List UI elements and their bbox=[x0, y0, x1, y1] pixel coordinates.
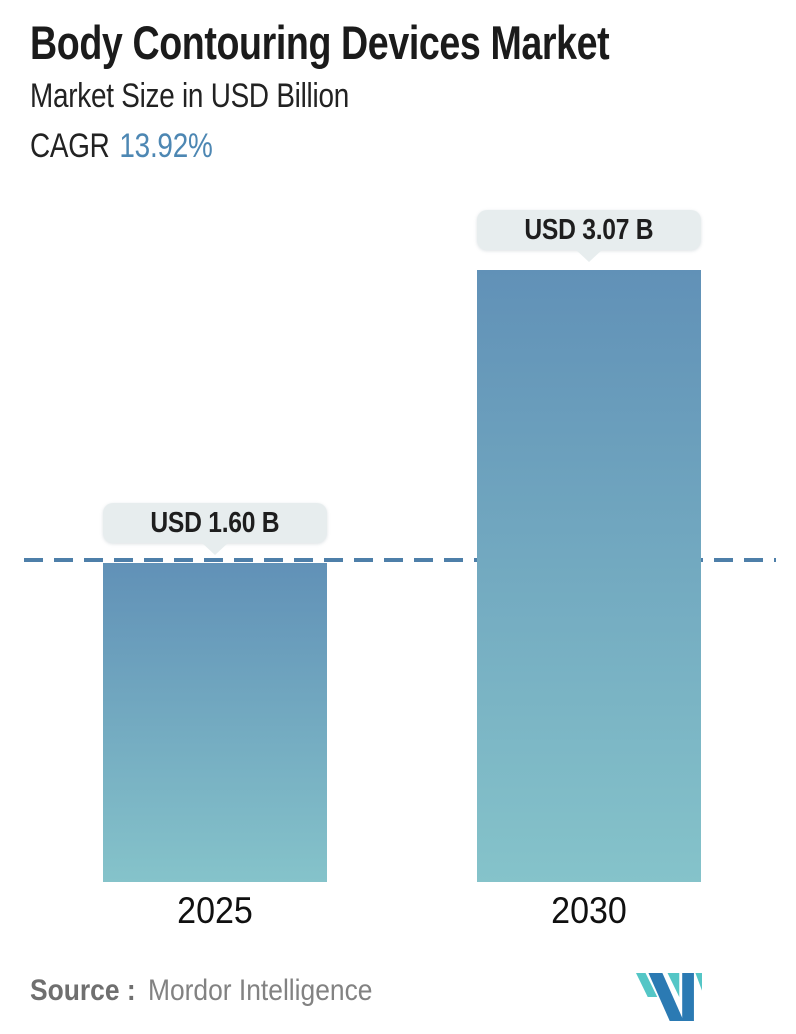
logo-shape bbox=[667, 973, 680, 997]
tooltip-pointer-icon bbox=[201, 542, 229, 555]
tooltip-pointer-icon bbox=[575, 249, 603, 262]
source-value: Mordor Intelligence bbox=[147, 974, 373, 1007]
value-tooltip-2030: USD 3.07 B bbox=[477, 210, 701, 262]
logo-shape bbox=[636, 973, 658, 997]
value-badge: USD 3.07 B bbox=[477, 210, 701, 250]
reference-dashed-line bbox=[24, 558, 776, 562]
bar-2030 bbox=[477, 270, 701, 882]
value-label-2025: USD 1.60 B bbox=[150, 506, 280, 539]
value-label-2030: USD 3.07 B bbox=[524, 213, 654, 246]
cagr-value: 13.92% bbox=[119, 127, 213, 165]
bar-2025 bbox=[103, 563, 327, 882]
cagr-row: CAGR 13.92% bbox=[30, 127, 213, 165]
axis-label-2025: 2025 bbox=[177, 890, 253, 931]
chart-subtitle: Market Size in USD Billion bbox=[30, 77, 349, 115]
value-tooltip-2025: USD 1.60 B bbox=[103, 503, 327, 555]
value-badge: USD 1.60 B bbox=[103, 503, 327, 543]
source-label: Source : bbox=[30, 974, 136, 1007]
logo-shape bbox=[695, 973, 702, 991]
page-title: Body Contouring Devices Market bbox=[30, 16, 610, 69]
source-line: Source : Mordor Intelligence bbox=[30, 974, 372, 1008]
mordor-intelligence-logo bbox=[636, 973, 702, 1021]
cagr-label: CAGR bbox=[30, 127, 110, 165]
logo-shape bbox=[648, 973, 684, 1021]
axis-label-2030: 2030 bbox=[551, 890, 627, 931]
logo-shape bbox=[682, 973, 694, 1021]
